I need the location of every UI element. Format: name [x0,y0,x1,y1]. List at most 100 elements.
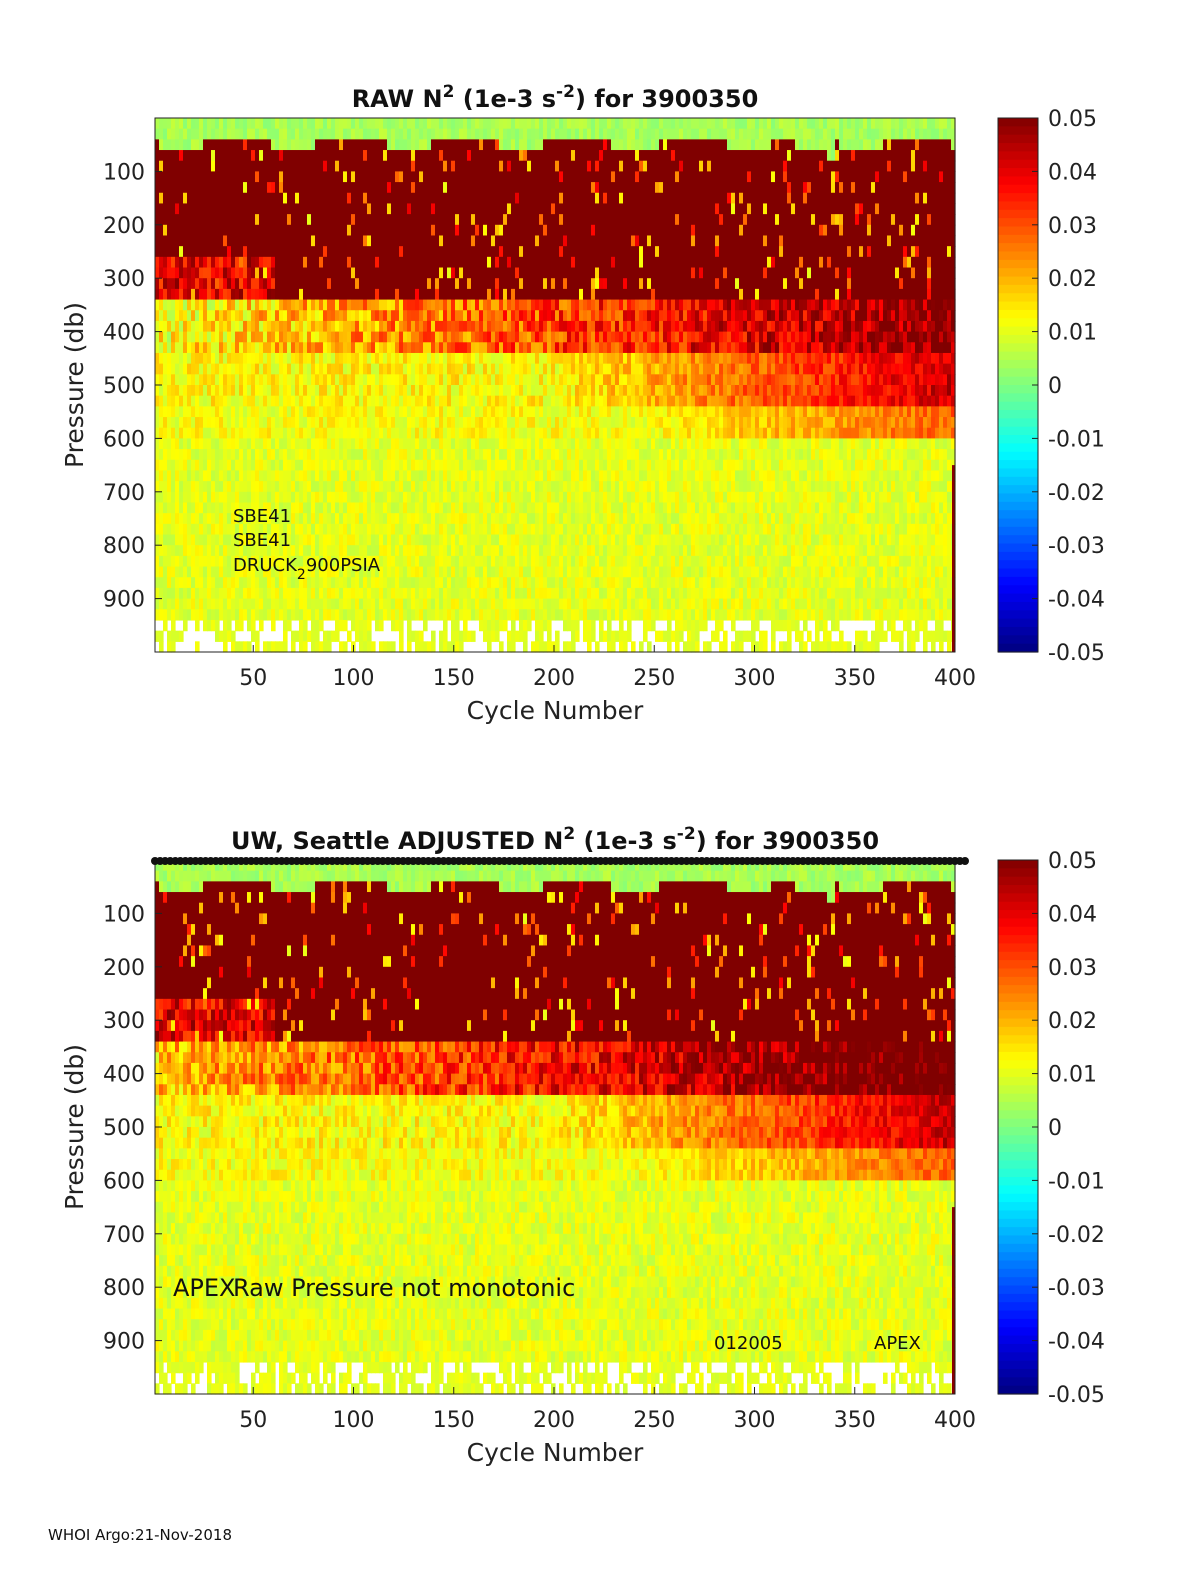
heatmap-cell [539,150,544,162]
heatmap-cell [403,363,408,375]
heatmap-cell [459,449,464,461]
heatmap-cell [387,352,392,365]
heatmap-cell [315,449,320,461]
heatmap-cell [523,278,528,290]
heatmap-cell [259,395,264,407]
heatmap-cell [367,214,372,226]
heatmap-cell [403,139,408,151]
heatmap-cell [455,459,460,472]
heatmap-cell [303,385,308,397]
heatmap-cell [419,128,424,140]
heatmap-cell [271,182,276,194]
heatmap-cell [291,481,296,493]
heatmap-cell [499,545,504,557]
heatmap-cell [343,128,348,140]
heatmap-cell [179,299,184,311]
heatmap-cell [279,118,284,130]
heatmap-cell [259,513,264,525]
heatmap-cell [283,342,288,354]
heatmap-cell [199,609,204,621]
heatmap-cell [283,491,288,504]
heatmap-cell [195,342,200,354]
heatmap-cell [531,331,536,343]
heatmap-cell [523,417,528,429]
heatmap-cell [239,203,244,215]
heatmap-cell [187,128,192,140]
heatmap-cell [407,427,412,439]
heatmap-cell [539,128,544,140]
heatmap-cell [307,385,312,397]
heatmap-cell [443,513,448,525]
heatmap-cell [299,459,304,472]
heatmap-cell [375,192,380,205]
heatmap-cell [215,470,220,482]
heatmap-cell [323,502,328,514]
heatmap-cell [499,395,504,407]
heatmap-cell [391,118,396,130]
heatmap-cell [267,235,272,247]
heatmap-cell [467,171,472,183]
heatmap-cell [299,310,304,322]
heatmap-cell [355,459,360,472]
heatmap-cell [171,427,176,439]
heatmap-cell [475,192,480,205]
heatmap-cell [399,320,404,333]
heatmap-cell [323,470,328,482]
heatmap-cell [311,566,316,578]
heatmap-cell [555,182,560,194]
heatmap-cell [351,555,356,568]
heatmap-cell [155,470,160,482]
heatmap-cell [211,395,216,407]
heatmap-cell [191,470,196,482]
heatmap-cell [459,192,464,205]
heatmap-cell [383,385,388,397]
heatmap-cell [227,438,232,450]
heatmap-cell [431,630,436,642]
heatmap-cell [339,577,344,589]
heatmap-cell [307,566,312,578]
heatmap-cell [187,352,192,365]
heatmap-cell [327,352,332,365]
heatmap-cell [479,609,484,621]
heatmap-cell [223,128,228,140]
heatmap-cell [283,555,288,568]
heatmap-cell [255,256,260,269]
heatmap-cell [339,278,344,290]
heatmap-cell [375,203,380,215]
heatmap-cell [311,385,316,397]
heatmap-cell [439,267,444,279]
heatmap-cell [559,171,564,183]
heatmap-cell [403,545,408,557]
heatmap-cell [311,278,316,290]
heatmap-cell [223,192,228,205]
heatmap-cell [343,256,348,269]
heatmap-cell [507,523,512,536]
heatmap-cell [203,523,208,536]
heatmap-cell [463,214,468,226]
heatmap-cell [267,641,272,653]
heatmap-cell [495,128,500,140]
heatmap-cell [499,278,504,290]
heatmap-cell [431,224,436,237]
heatmap-cell [427,128,432,140]
heatmap-cell [491,288,496,301]
heatmap-cell [351,427,356,439]
heatmap-cell [307,406,312,418]
heatmap-cell [563,171,568,183]
heatmap-cell [535,118,540,130]
heatmap-cell [187,118,192,130]
heatmap-cell [439,374,444,386]
heatmap-cell [415,523,420,536]
heatmap-cell [175,118,180,130]
heatmap-cell [547,342,552,354]
heatmap-cell [243,331,248,343]
heatmap-cell [315,171,320,183]
heatmap-cell [207,118,212,130]
heatmap-cell [243,214,248,226]
heatmap-cell [319,523,324,536]
heatmap-cell [411,406,416,418]
heatmap-cell [307,203,312,215]
heatmap-cell [391,545,396,557]
heatmap-cell [283,278,288,290]
heatmap-cell [411,545,416,557]
